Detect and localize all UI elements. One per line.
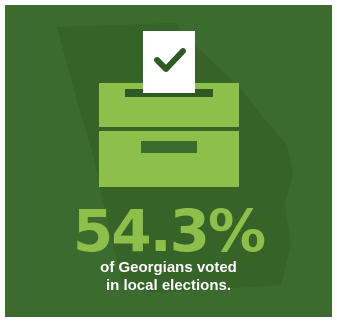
ballot-box-handle: [141, 141, 197, 153]
ballot-box-body: [99, 131, 239, 187]
caption-line-2: in local elections.: [105, 277, 232, 294]
check-icon: [154, 48, 186, 72]
stat-percentage: 54.3%: [72, 197, 266, 265]
ballot-box-check-icon: [99, 31, 239, 187]
stat-caption: of Georgians voted in local elections.: [5, 259, 332, 295]
infographic-card: 54.3% of Georgians voted in local electi…: [5, 5, 332, 317]
caption-line-1: of Georgians voted: [100, 259, 237, 276]
